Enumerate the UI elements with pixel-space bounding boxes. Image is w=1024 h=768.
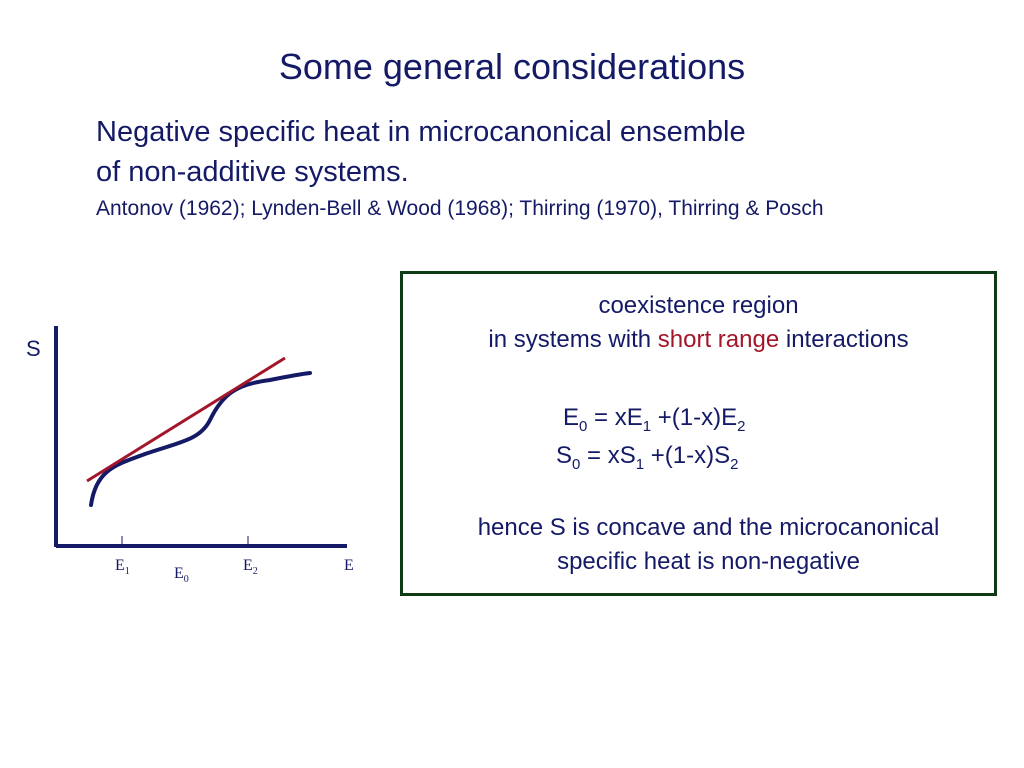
tangent-line <box>86 356 286 483</box>
conclusion-line-1: hence S is concave and the microcanonica… <box>477 514 940 541</box>
entropy-energy-figure: S E1 E0 E2 E <box>20 320 380 600</box>
figure-drawing <box>54 326 347 548</box>
tick-label-e0: E0 <box>174 565 189 586</box>
entropy-equation: S0 = xS1 +(1-x)S2 <box>556 442 739 473</box>
entropy-curve <box>89 371 312 507</box>
tick-label-e2: E2 <box>243 557 258 578</box>
tick-label-e1: E1 <box>115 557 130 578</box>
intro-line-2: of non-additive systems. <box>96 156 409 188</box>
intro-text: Negative specific heat in microcanonical… <box>96 112 824 224</box>
slide-title: Some general considerations <box>278 46 746 87</box>
references: Antonov (1962); Lynden-Bell & Wood (1968… <box>96 197 824 220</box>
energy-equation: E0 = xE1 +(1-x)E2 <box>563 404 746 435</box>
short-range-highlight: short range <box>657 326 780 353</box>
conclusion-line-2: specific heat is non-negative <box>557 548 860 575</box>
coexistence-box: coexistence region in systems with short… <box>400 271 997 596</box>
box-heading: coexistence region <box>598 292 799 319</box>
box-subheading: in systems with short range interactions <box>488 326 909 353</box>
x-axis-label: E <box>344 557 354 574</box>
y-axis-label: S <box>26 336 41 361</box>
intro-line-1: Negative specific heat in microcanonical… <box>96 116 746 148</box>
